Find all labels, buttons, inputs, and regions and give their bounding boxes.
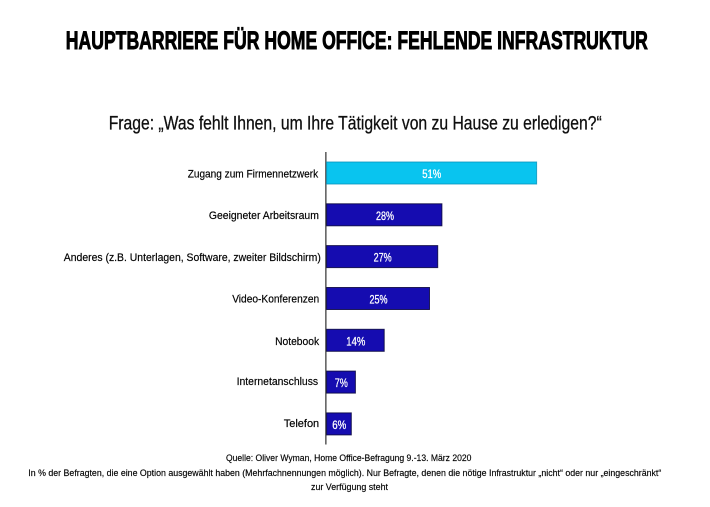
- svg-text:6%: 6%: [332, 418, 346, 432]
- svg-text:Internetanschluss: Internetanschluss: [237, 376, 319, 388]
- svg-text:14%: 14%: [346, 334, 365, 348]
- svg-text:25%: 25%: [370, 293, 388, 307]
- svg-text:51%: 51%: [422, 167, 441, 181]
- svg-text:zur Verfügung steht: zur Verfügung steht: [311, 482, 388, 492]
- svg-text:Frage: „Was fehlt Ihnen, um Ih: Frage: „Was fehlt Ihnen, um Ihre Tätigke…: [109, 113, 602, 135]
- svg-text:In % der Befragten, die eine: In % der Befragten, die eine Option ausg…: [28, 468, 661, 478]
- svg-text:7%: 7%: [335, 376, 348, 390]
- svg-text:HAUPTBARRIERE FÜR HOME OFFICE:: HAUPTBARRIERE FÜR HOME OFFICE: FEHLENDE …: [66, 26, 648, 55]
- svg-text:Notebook: Notebook: [275, 336, 319, 348]
- svg-text:Geeigneter Arbeitsraum: Geeigneter Arbeitsraum: [209, 210, 319, 222]
- svg-text:27%: 27%: [374, 251, 392, 265]
- svg-text:Video-Konferenzen: Video-Konferenzen: [232, 294, 319, 306]
- svg-text:28%: 28%: [376, 209, 394, 223]
- svg-text:Quelle: Oliver Wyman, Home Of: Quelle: Oliver Wyman, Home Office-Befrag…: [226, 453, 472, 463]
- svg-text:Anderes (z.B. Unterlagen, Soft: Anderes (z.B. Unterlagen, Software, zwei…: [64, 252, 321, 264]
- svg-text:Zugang zum Firmennetzwerk: Zugang zum Firmennetzwerk: [188, 169, 319, 181]
- svg-text:Telefon: Telefon: [284, 418, 320, 430]
